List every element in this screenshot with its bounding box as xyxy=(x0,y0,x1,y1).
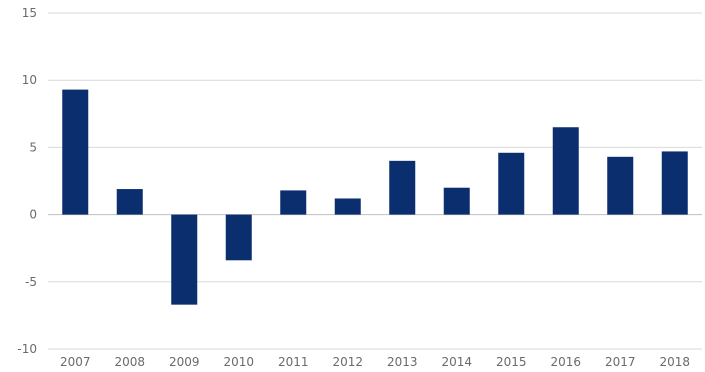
bar-2009 xyxy=(171,214,198,305)
bar-2008 xyxy=(116,189,143,215)
bar-2014 xyxy=(443,187,470,215)
bar-2010 xyxy=(225,214,252,261)
x-tick-label: 2009 xyxy=(169,355,200,369)
x-tick-label: 2012 xyxy=(332,355,363,369)
x-tick-label: 2017 xyxy=(605,355,636,369)
y-tick-label: -10 xyxy=(17,342,37,356)
x-tick-label: 2018 xyxy=(659,355,690,369)
x-tick-label: 2016 xyxy=(550,355,581,369)
bar-2016 xyxy=(552,127,579,215)
bars xyxy=(62,89,688,305)
y-tick-label: 15 xyxy=(22,6,37,20)
bar-2015 xyxy=(498,152,525,215)
x-tick-label: 2015 xyxy=(496,355,527,369)
x-tick-label: 2013 xyxy=(387,355,418,369)
x-tick-label: 2014 xyxy=(441,355,472,369)
bar-2013 xyxy=(389,160,416,215)
x-tick-label: 2007 xyxy=(60,355,91,369)
y-tick-label: 10 xyxy=(22,73,37,87)
x-axis-tick-labels: 2007 2008 2009 2010 2011 2012 2013 2014 2015 2016… xyxy=(60,355,690,369)
bar-2011 xyxy=(280,190,307,215)
bar-2012 xyxy=(334,198,361,215)
y-tick-label: 0 xyxy=(29,208,37,222)
bar-2018 xyxy=(661,151,688,215)
bar-2017 xyxy=(607,156,634,215)
x-tick-label: 2011 xyxy=(278,355,309,369)
bar-2007 xyxy=(62,89,89,215)
x-tick-label: 2010 xyxy=(223,355,254,369)
y-tick-label: 5 xyxy=(29,140,37,154)
y-gridlines xyxy=(48,12,702,350)
y-tick-label: -5 xyxy=(25,275,37,289)
x-tick-label: 2008 xyxy=(114,355,145,369)
y-axis-tick-labels: 15 10 5 0 -5 -10 xyxy=(17,6,37,356)
